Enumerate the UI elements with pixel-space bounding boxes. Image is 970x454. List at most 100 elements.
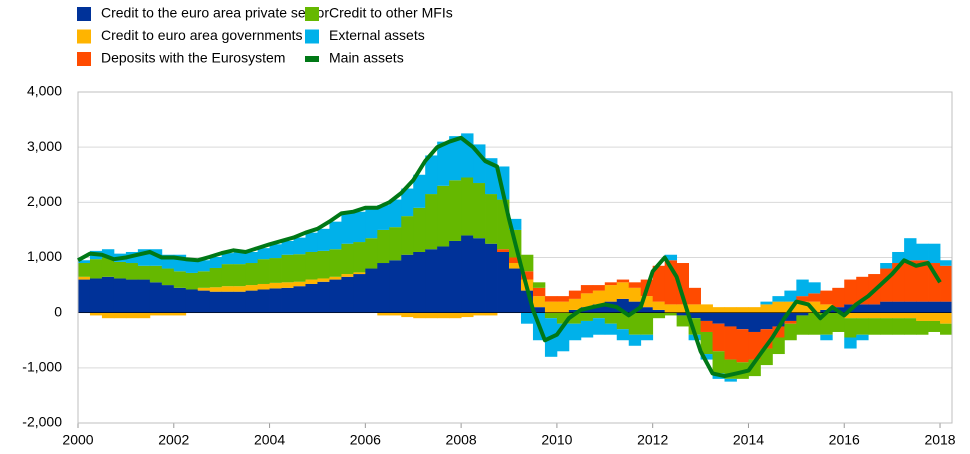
bar-segment	[257, 248, 270, 260]
bar-segment	[724, 307, 737, 313]
bar-segment	[604, 285, 618, 302]
bar-segment	[305, 251, 318, 280]
bar-segment	[461, 312, 474, 318]
bar-segment	[832, 312, 845, 332]
bar-segment	[497, 249, 510, 252]
y-tick-label: -2,000	[22, 414, 62, 430]
bar-segment	[365, 238, 378, 269]
bar-segment	[305, 232, 318, 252]
bar-segment	[281, 254, 294, 283]
bar-segment	[556, 301, 570, 313]
bar-segment	[904, 301, 917, 313]
bar-segment	[473, 312, 486, 316]
bar-segment	[712, 307, 725, 313]
bar-segment	[532, 282, 546, 288]
bar-segment	[461, 177, 474, 236]
bar-segment	[868, 312, 881, 319]
bar-segment	[377, 229, 390, 264]
bar-segment	[796, 279, 809, 297]
bar-segment	[628, 312, 642, 335]
bar-segment	[257, 259, 270, 284]
legend-swatch	[77, 29, 91, 44]
legend-swatch	[77, 52, 91, 66]
bar-segment	[269, 258, 282, 283]
bar-segment	[329, 221, 342, 250]
bar-segment	[712, 323, 725, 352]
series-line	[77, 135, 942, 379]
bar-segment	[389, 312, 402, 316]
bar-segment	[233, 291, 247, 313]
bar-segment	[149, 282, 163, 313]
bar-segment	[916, 301, 929, 313]
bar-segment	[616, 312, 630, 330]
bar-segment	[736, 307, 749, 313]
bar-segment	[161, 285, 175, 313]
bar-segment	[437, 246, 450, 313]
legend-swatch	[305, 7, 319, 21]
bar-segment	[748, 331, 761, 360]
bar-segment	[389, 227, 402, 261]
bar-segment	[520, 254, 534, 272]
bar-segment	[880, 263, 893, 269]
bar-segment	[868, 318, 881, 335]
bar-segment	[473, 238, 486, 313]
bar-segment	[161, 312, 175, 316]
bar-segment	[544, 296, 558, 302]
plot-frame	[77, 91, 953, 424]
bar-segment	[257, 283, 270, 290]
bar-segment	[413, 251, 426, 313]
bar-segment	[125, 279, 139, 313]
bar-segment	[425, 155, 438, 195]
bar-segment	[820, 334, 833, 341]
bar-segment	[485, 194, 498, 244]
bar-segment	[329, 249, 342, 277]
bar-segment	[784, 290, 797, 302]
bar-segment	[916, 312, 929, 321]
bar-segment	[137, 312, 151, 319]
bar-segment	[353, 274, 366, 313]
bar-segment	[640, 296, 654, 308]
bar-segment	[101, 249, 115, 258]
bar-segment	[628, 287, 642, 302]
bar-segment	[808, 301, 821, 313]
bar-segment	[604, 282, 618, 286]
bar-segment	[940, 260, 953, 266]
bar-segment	[844, 312, 857, 319]
bar-segment	[820, 312, 833, 335]
bar-segment	[520, 312, 534, 324]
legend-label: External assets	[329, 27, 425, 43]
bar-segment	[293, 254, 306, 282]
bar-segment	[736, 312, 749, 330]
bar-segment	[520, 271, 534, 280]
x-tick-label: 2010	[541, 432, 572, 448]
bar-segment	[724, 312, 737, 327]
x-tick-label: 2000	[62, 432, 93, 448]
bar-segment	[509, 257, 522, 264]
bar-segment	[628, 334, 642, 346]
bar-segment	[497, 251, 510, 313]
bar-segment	[748, 307, 761, 313]
bar-segment	[700, 304, 713, 313]
bar-segment	[377, 263, 390, 313]
bar-segment	[245, 290, 258, 313]
bar-segment	[688, 304, 701, 313]
bar-segment	[676, 263, 690, 305]
bar-segment	[652, 301, 666, 310]
bar-segment	[928, 320, 941, 332]
bar-segment	[796, 315, 809, 335]
bar-segment	[544, 312, 558, 319]
x-tick-label: 2014	[733, 432, 764, 448]
bar-segment	[233, 264, 247, 287]
bar-segment	[832, 287, 845, 308]
bar-segment	[892, 301, 905, 313]
bar-segment	[461, 235, 474, 313]
bar-segment	[592, 318, 606, 335]
x-tick-label: 2002	[158, 432, 189, 448]
bar-segment	[425, 312, 438, 319]
bar-segment	[101, 276, 115, 313]
bar-segment	[652, 265, 666, 302]
bar-segment	[580, 320, 594, 338]
bar-segment	[820, 304, 833, 310]
bar-segment	[700, 354, 713, 360]
bar-segment	[880, 301, 893, 313]
